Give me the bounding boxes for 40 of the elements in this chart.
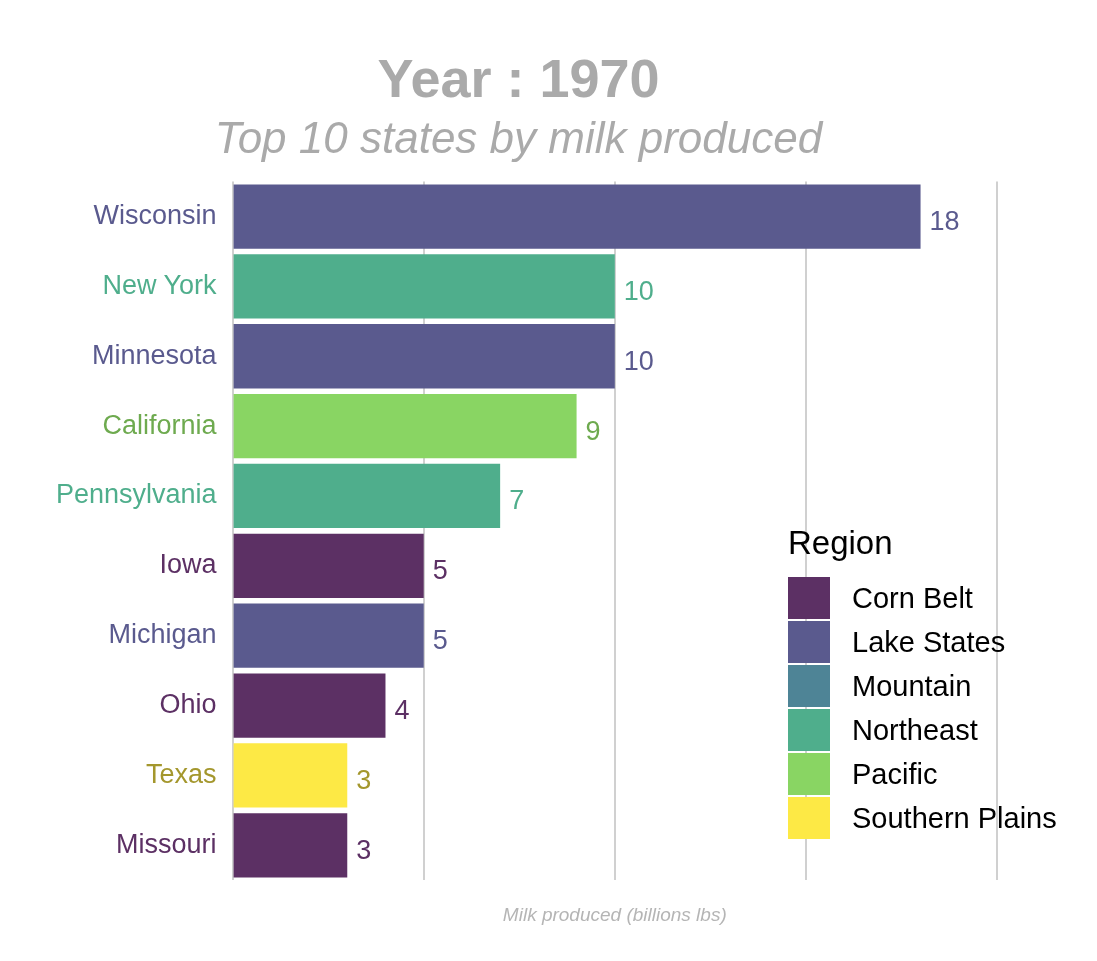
- bar: [233, 393, 577, 459]
- legend-title: Region: [788, 524, 894, 563]
- bar: [233, 463, 501, 529]
- data-label: 5: [432, 625, 448, 656]
- y-tick-label: New York: [102, 269, 218, 300]
- bar: [233, 743, 348, 808]
- y-tick-label: Texas: [146, 758, 217, 789]
- y-tick-label: California: [102, 409, 218, 440]
- data-label: 10: [623, 345, 654, 376]
- bar: [233, 603, 424, 668]
- bar: [233, 673, 386, 738]
- bar: [233, 533, 424, 598]
- data-label: 18: [929, 205, 960, 236]
- y-tick-label: Wisconsin: [93, 199, 217, 230]
- y-tick-label: Missouri: [116, 828, 217, 859]
- data-label: 7: [509, 485, 525, 516]
- legend-label: Pacific: [852, 757, 938, 791]
- bar: [233, 813, 348, 878]
- data-label: 3: [356, 834, 372, 865]
- y-tick-label: Minnesota: [92, 339, 218, 370]
- data-label: 9: [585, 415, 601, 446]
- chart-subtitle: Top 10 states by milk produced: [214, 113, 824, 163]
- data-label: 3: [356, 764, 372, 795]
- legend-label: Mountain: [852, 669, 972, 703]
- data-label: 4: [394, 695, 410, 725]
- bar: [233, 254, 615, 319]
- chart-title: Year : 1970: [377, 48, 660, 109]
- x-axis-title: Milk produced (billions lbs): [502, 903, 727, 925]
- data-label: 5: [432, 555, 448, 586]
- legend-label: Northeast: [852, 713, 978, 747]
- y-tick-label: Pennsylvania: [55, 479, 218, 510]
- y-tick-label: Iowa: [159, 549, 218, 580]
- y-tick-label: Ohio: [159, 689, 217, 719]
- legend-label: Southern Plains: [852, 801, 1057, 835]
- legend-label: Corn Belt: [852, 581, 973, 615]
- legend-label: Lake States: [852, 625, 1006, 659]
- data-label: 10: [623, 275, 654, 306]
- bar: [233, 324, 615, 389]
- bar: [233, 184, 921, 249]
- y-tick-label: Michigan: [108, 619, 217, 650]
